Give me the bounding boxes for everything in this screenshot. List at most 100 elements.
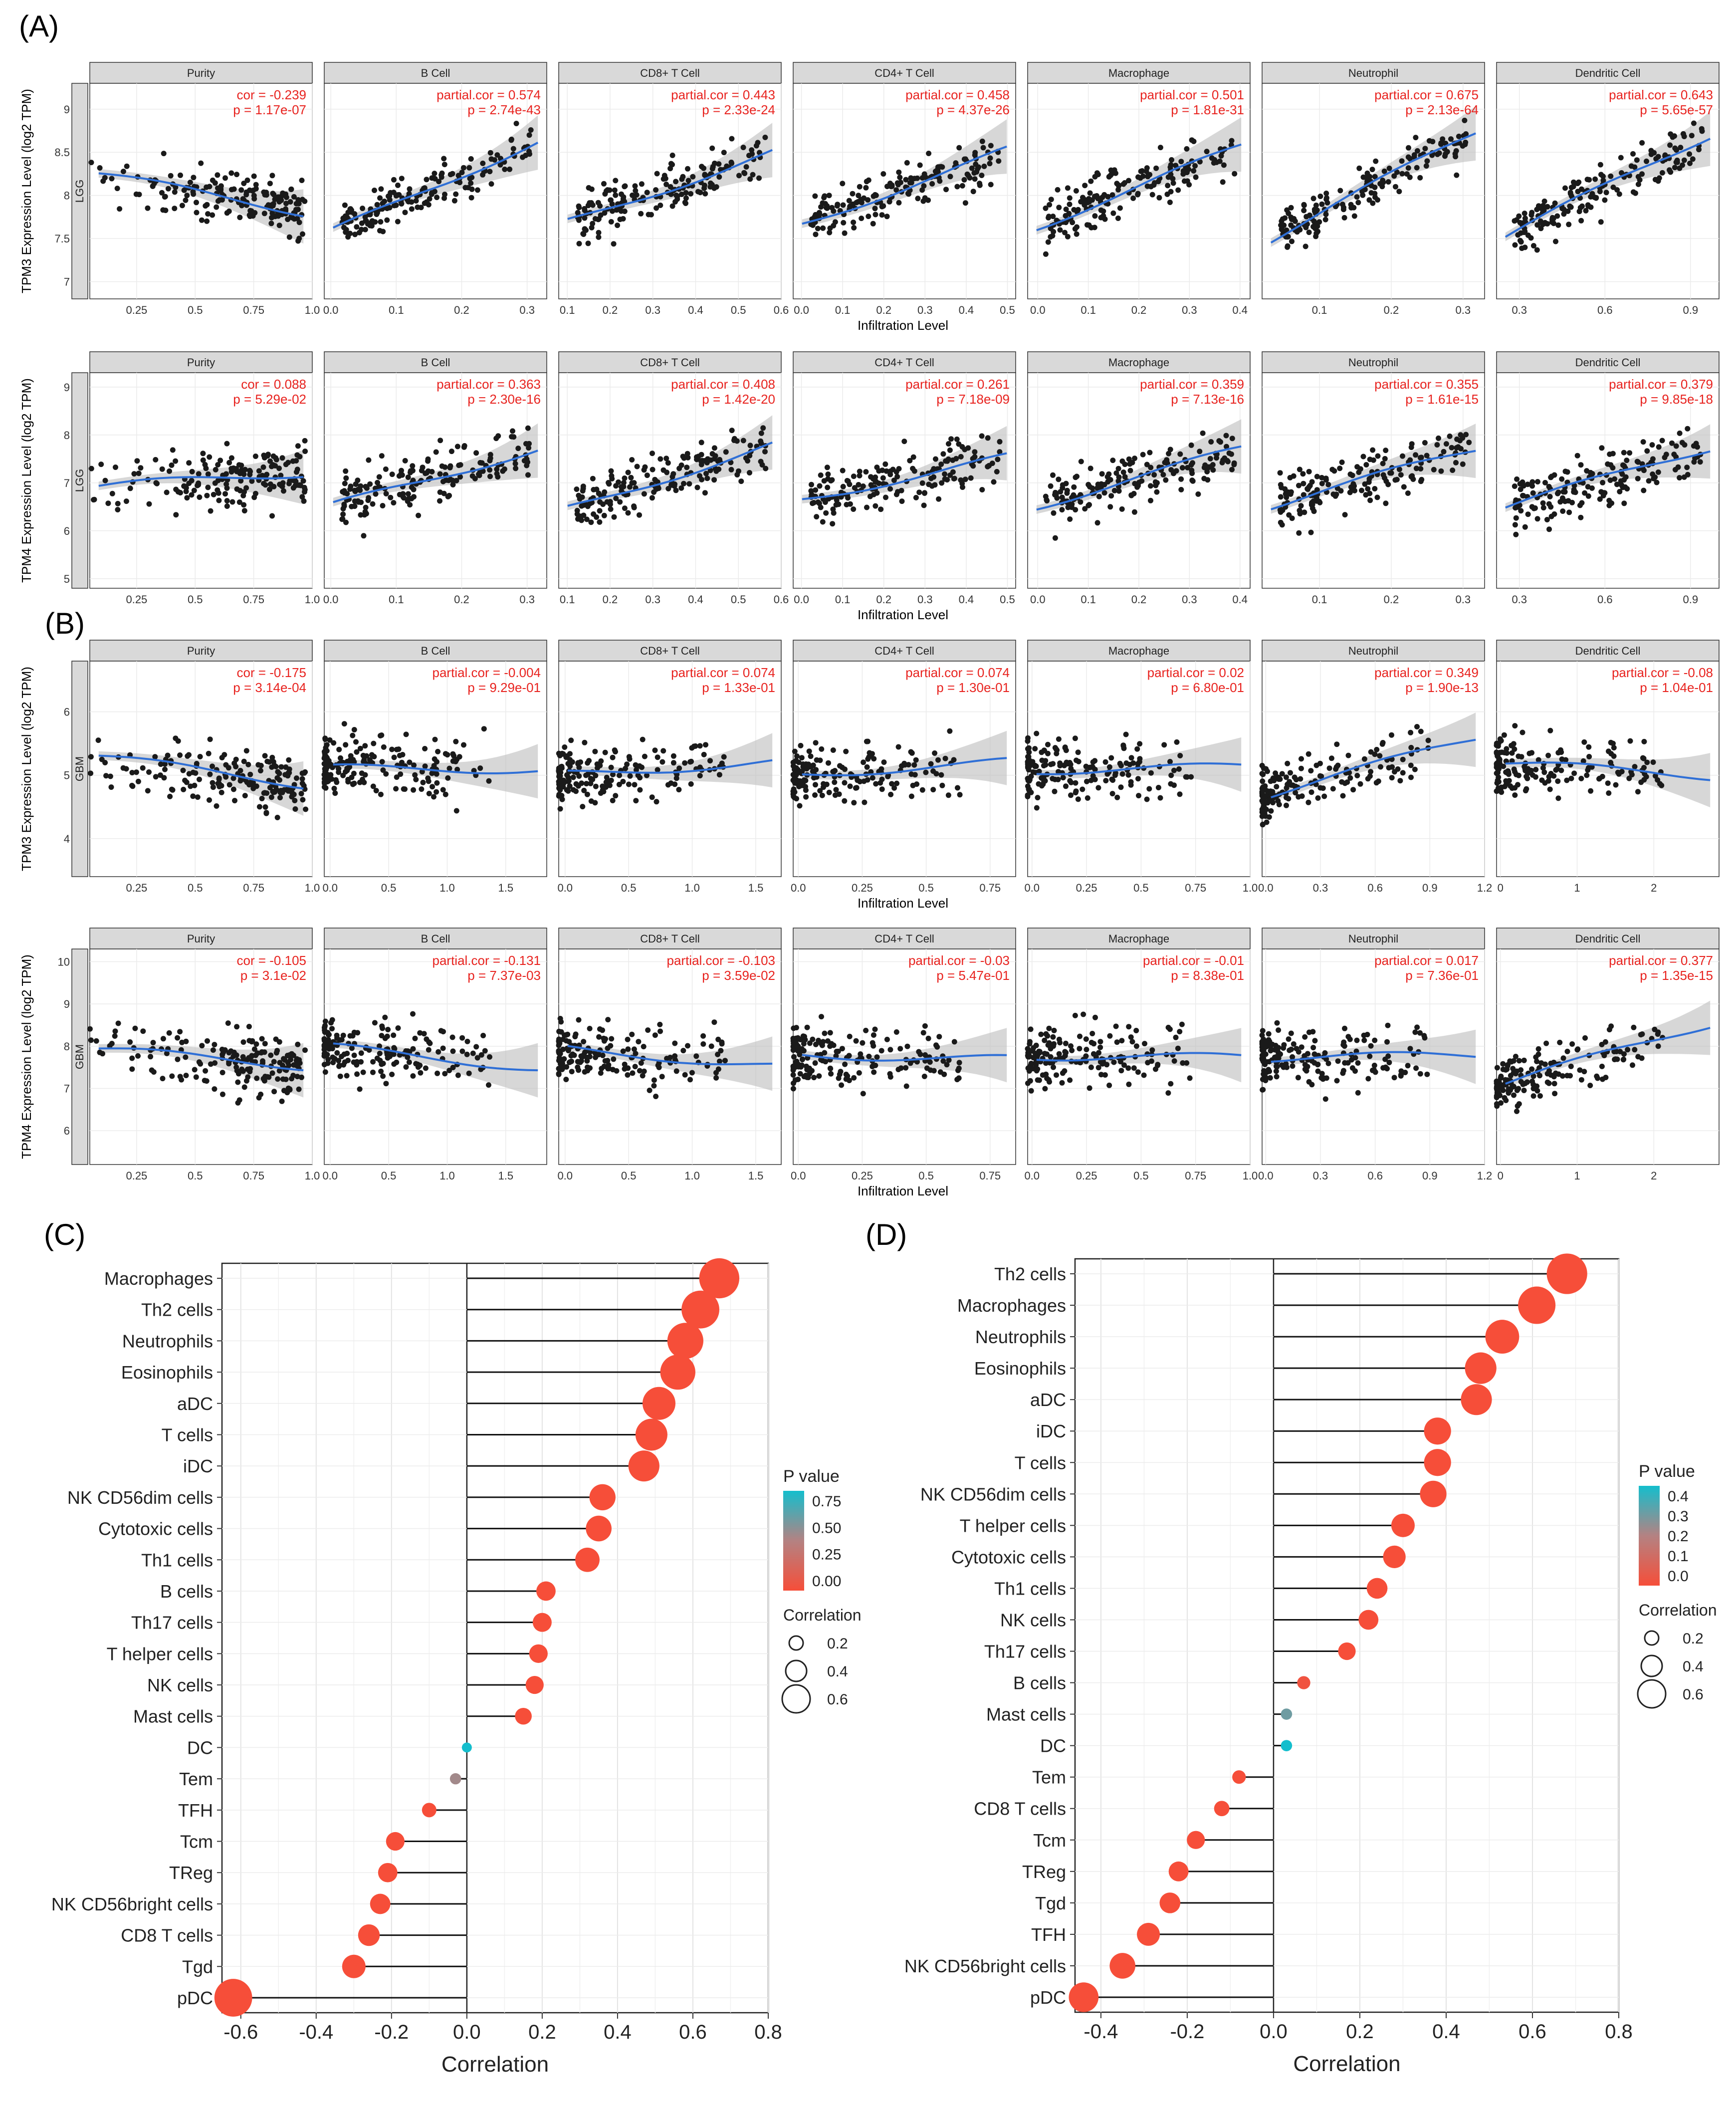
scatter-point — [342, 480, 348, 486]
scatter-point — [715, 1051, 721, 1057]
scatter-point — [944, 1062, 950, 1068]
scatter-point — [818, 204, 824, 210]
scatter-point — [1279, 484, 1285, 490]
scatter-point — [450, 1048, 456, 1054]
x-tick-label: 0.1 — [1081, 593, 1096, 606]
scatter-point — [241, 502, 247, 508]
x-tick-label: 0.0 — [1024, 1170, 1040, 1182]
scatter-point — [1301, 480, 1306, 486]
p-value-label: p = 1.04e-01 — [1640, 680, 1713, 695]
scatter-point — [1593, 195, 1599, 201]
scatter-point — [271, 1089, 277, 1095]
x-axis-title: Infiltration Level — [858, 896, 948, 911]
scatter-point — [513, 121, 519, 126]
panel-strip-label: B Cell — [421, 645, 450, 657]
scatter-point — [995, 457, 1001, 463]
scatter-point — [593, 1054, 599, 1060]
scatter-point — [903, 1083, 909, 1089]
scatter-point — [939, 782, 945, 788]
scatter-point — [1288, 205, 1294, 211]
scatter-point — [1530, 243, 1536, 248]
scatter-point — [245, 761, 251, 767]
scatter-point — [1512, 723, 1518, 729]
scatter-point — [1144, 165, 1150, 171]
scatter-point — [440, 787, 446, 793]
scatter-point — [863, 185, 869, 191]
scatter-point — [763, 466, 769, 471]
scatter-point — [622, 1066, 628, 1072]
x-tick-label: 0.1 — [1312, 304, 1327, 316]
scatter-point — [1380, 461, 1386, 467]
scatter-point — [352, 488, 358, 494]
scatter-point — [430, 784, 435, 790]
scatter-point — [197, 494, 203, 500]
trend-line — [98, 754, 304, 790]
scatter-point — [199, 217, 205, 223]
scatter-point — [95, 737, 101, 743]
scatter-point — [1046, 1025, 1052, 1031]
scatter-point — [1080, 786, 1085, 792]
scatter-point — [740, 145, 746, 150]
scatter-point — [760, 425, 766, 431]
scatter-point — [1291, 216, 1297, 222]
scatter-point — [946, 441, 951, 447]
scatter-point — [237, 768, 243, 773]
scatter-point — [1617, 488, 1623, 494]
x-tick-label: 0.5 — [381, 1170, 397, 1182]
scatter-point — [962, 476, 968, 482]
scatter-point — [747, 470, 752, 475]
scatter-point — [172, 189, 178, 195]
scatter-point — [1120, 181, 1126, 187]
scatter-point — [1034, 730, 1040, 736]
scatter-point — [1325, 481, 1331, 487]
scatter-point — [1153, 165, 1159, 171]
x-tick-label: 0.5 — [731, 593, 746, 606]
scatter-point — [210, 212, 216, 218]
correlation-label: partial.cor = -0.08 — [1612, 665, 1713, 680]
scatter-point — [562, 744, 568, 750]
scatter-point — [556, 750, 562, 756]
scatter-point — [276, 770, 282, 776]
scatter-point — [1499, 749, 1505, 755]
scatter-point — [1115, 478, 1121, 484]
correlation-label: partial.cor = 0.355 — [1374, 377, 1479, 392]
scatter-point — [115, 507, 121, 512]
scatter-point — [1063, 213, 1069, 219]
scatter-point — [349, 774, 355, 780]
trend-line — [98, 476, 304, 487]
trend-line — [1271, 450, 1476, 510]
x-tick-label: 1.2 — [1477, 882, 1493, 894]
scatter-point — [950, 469, 956, 475]
scatter-point — [1128, 779, 1134, 785]
scatter-point — [641, 491, 647, 497]
scatter-point — [382, 1035, 388, 1041]
scatter-point — [486, 778, 492, 784]
scatter-point — [1298, 765, 1304, 771]
scatter-point — [351, 727, 357, 732]
scatter-point — [343, 229, 349, 235]
trend-line — [1270, 132, 1476, 244]
scatter-point — [919, 787, 925, 793]
scatter-point — [275, 1076, 281, 1082]
scatter-point — [851, 225, 857, 231]
scatter-point — [956, 145, 962, 151]
scatter-point — [1380, 178, 1386, 183]
scatter-point — [1151, 180, 1157, 186]
scatter-point — [913, 757, 919, 763]
scatter-point — [515, 446, 521, 452]
scatter-point — [1328, 755, 1334, 761]
scatter-point — [622, 475, 628, 481]
scatter-point — [1522, 216, 1528, 221]
scatter-point — [1354, 194, 1360, 200]
scatter-point — [669, 152, 675, 158]
scatter-point — [758, 441, 764, 447]
scatter-point — [1606, 497, 1612, 503]
scatter-point — [261, 211, 267, 217]
scatter-point — [1092, 213, 1098, 219]
scatter-point — [373, 788, 379, 794]
scatter-point — [582, 215, 588, 221]
scatter-point — [601, 512, 607, 518]
